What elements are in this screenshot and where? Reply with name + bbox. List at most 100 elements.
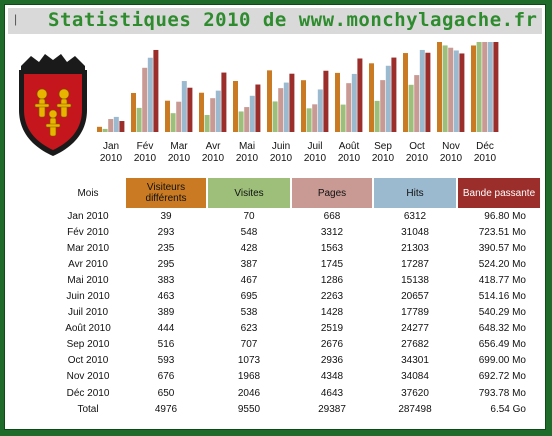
table-cell: Juin 2010 bbox=[66, 291, 110, 303]
table-cell: 428 bbox=[240, 242, 258, 254]
chart-bar bbox=[453, 50, 459, 132]
col-header-mois: Mois bbox=[77, 187, 99, 199]
chart-bar bbox=[437, 42, 442, 132]
chart-tick-label: Juin bbox=[272, 141, 290, 152]
table-cell: 463 bbox=[157, 291, 175, 303]
chart-tick-label: Mar bbox=[170, 141, 188, 152]
chart-tick-label: 2010 bbox=[168, 153, 191, 164]
chart-bar bbox=[482, 42, 488, 132]
table-cell: 70 bbox=[243, 210, 255, 222]
chart-bar bbox=[255, 84, 261, 132]
table-cell: 2936 bbox=[320, 355, 344, 367]
chart-tick-label: 2010 bbox=[406, 153, 429, 164]
table-cell: 1286 bbox=[320, 274, 344, 286]
table-cell: 34301 bbox=[401, 355, 429, 367]
chart-bar bbox=[136, 107, 142, 132]
title-bar: | Statistiques 2010 de www.monchylagache… bbox=[8, 8, 542, 34]
chart-bar bbox=[97, 126, 102, 132]
table-row: Juil 2010 389 538 1428 17789 540.29 Mo bbox=[52, 305, 540, 321]
chart-month-labels: Jan2010Fév2010Mar2010Avr2010Mai2010Juin2… bbox=[100, 141, 497, 164]
bar-chart: Jan2010Fév2010Mar2010Avr2010Mai2010Juin2… bbox=[97, 42, 499, 164]
table-cell: 656.49 Mo bbox=[478, 339, 526, 351]
chart-bar bbox=[108, 119, 114, 132]
chart-tick-label: 2010 bbox=[338, 153, 361, 164]
table-cell: 1968 bbox=[237, 371, 261, 383]
table-body: Jan 2010 39 70 668 6312 96.80 Mo Fév 2010 293 54… bbox=[52, 208, 540, 417]
chart-tick-label: 2010 bbox=[202, 153, 225, 164]
chart-tick-label: Déc bbox=[476, 141, 494, 152]
table-cell: 514.16 Mo bbox=[478, 291, 526, 303]
chart-bar bbox=[487, 42, 493, 132]
chart-tick-label: Avr bbox=[206, 141, 221, 152]
table-header-row: Mois Visiteurs différents Visites Pages … bbox=[52, 178, 540, 208]
chart-tick-label: 2010 bbox=[440, 153, 463, 164]
title-mark: | bbox=[14, 12, 18, 26]
page-frame: | Statistiques 2010 de www.monchylagache… bbox=[4, 4, 546, 430]
chart-tick-label: Fév bbox=[137, 141, 154, 152]
table-cell: Nov 2010 bbox=[66, 371, 110, 383]
table-row: Avr 2010 295 387 1745 17287 524.20 Mo bbox=[52, 256, 540, 272]
table-row: Mai 2010 383 467 1286 15138 418.77 Mo bbox=[52, 272, 540, 288]
stats-table: Mois Visiteurs différents Visites Pages … bbox=[50, 178, 542, 417]
table-cell: 4643 bbox=[320, 387, 344, 399]
chart-bar bbox=[153, 49, 159, 133]
table-cell: Oct 2010 bbox=[67, 355, 109, 367]
table-cell: 1073 bbox=[237, 355, 261, 367]
table-cell: 2519 bbox=[320, 323, 344, 335]
table-cell: 699.00 Mo bbox=[478, 355, 526, 367]
table-cell: 707 bbox=[240, 339, 258, 351]
chart-bars bbox=[97, 42, 499, 133]
chart-bar bbox=[442, 45, 448, 132]
chart-bar bbox=[369, 63, 374, 133]
table-cell: Fév 2010 bbox=[67, 226, 109, 238]
chart-bar bbox=[165, 100, 170, 132]
chart-tick-label: 2010 bbox=[270, 153, 293, 164]
chart-bar bbox=[351, 73, 357, 132]
chart-bar bbox=[374, 100, 380, 132]
table-cell: 524.20 Mo bbox=[478, 258, 526, 270]
chart-bar bbox=[102, 128, 108, 132]
table-cell: Mar 2010 bbox=[66, 242, 110, 254]
chart-bar bbox=[459, 53, 465, 132]
table-row: Mar 2010 235 428 1563 21303 390.57 Mo bbox=[52, 240, 540, 256]
chart-bar bbox=[210, 98, 216, 132]
chart-tick-label: Jan bbox=[103, 141, 119, 152]
chart-tick-label: 2010 bbox=[100, 153, 123, 164]
chart-bar bbox=[448, 47, 454, 132]
table-row: Juin 2010 463 695 2263 20657 514.16 Mo bbox=[52, 288, 540, 304]
chart-tick-label: 2010 bbox=[474, 153, 497, 164]
table-cell: 17287 bbox=[401, 258, 429, 270]
chart-bar bbox=[403, 53, 408, 133]
chart-bar bbox=[147, 57, 153, 132]
chart-bar bbox=[181, 81, 187, 132]
chart-bar bbox=[199, 92, 204, 132]
col-header-visites: Visites bbox=[208, 178, 290, 208]
table-cell: Août 2010 bbox=[65, 323, 111, 335]
col-header-hits: Hits bbox=[374, 178, 456, 208]
table-cell: 29387 bbox=[318, 403, 346, 415]
table-row: Nov 2010 676 1968 4348 34084 692.72 Mo bbox=[52, 369, 540, 385]
table-cell: 793.78 Mo bbox=[478, 387, 526, 399]
table-row: Sep 2010 516 707 2676 27682 656.49 Mo bbox=[52, 337, 540, 353]
table-cell: 695 bbox=[240, 291, 258, 303]
chart-bar bbox=[113, 116, 119, 132]
table-cell: 387 bbox=[240, 258, 258, 270]
chart-bar bbox=[289, 73, 295, 132]
chart-bar bbox=[391, 57, 397, 133]
table-cell: 540.29 Mo bbox=[478, 307, 526, 319]
table-total-row: Total 4976 9550 29387 287498 6.54 Go bbox=[52, 401, 540, 417]
table-cell: 2046 bbox=[237, 387, 261, 399]
table-cell: 9550 bbox=[237, 403, 261, 415]
table-cell: Sep 2010 bbox=[66, 339, 110, 351]
chart-bar bbox=[317, 89, 323, 132]
chart-bar bbox=[380, 80, 386, 132]
chart-bar bbox=[204, 114, 210, 132]
table-cell: Total bbox=[77, 403, 99, 415]
table-cell: 444 bbox=[157, 323, 175, 335]
table-cell: 96.80 Mo bbox=[484, 210, 526, 222]
chart-bar bbox=[425, 52, 431, 132]
table-cell: 418.77 Mo bbox=[478, 274, 526, 286]
chart-bar bbox=[278, 88, 284, 132]
chart-bar bbox=[471, 45, 476, 132]
table-cell: 1745 bbox=[320, 258, 344, 270]
